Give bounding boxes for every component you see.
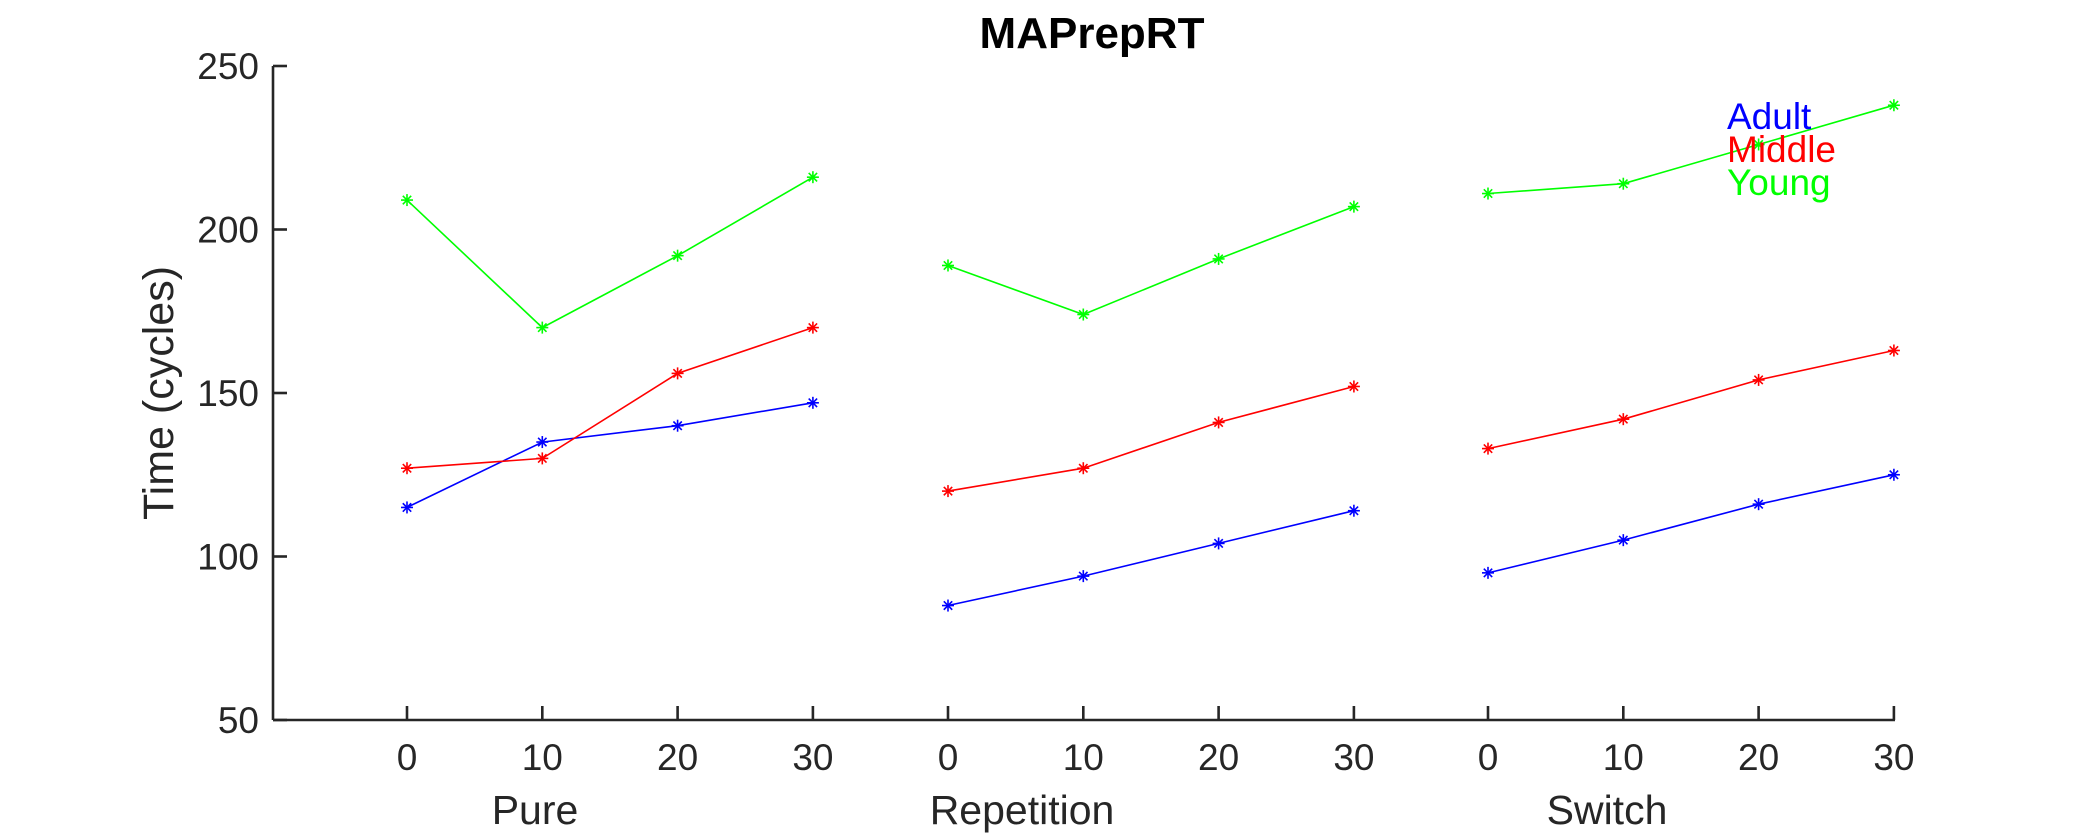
series-line: [947, 205, 1355, 316]
data-point: [401, 194, 413, 207]
series-line: [1487, 474, 1895, 574]
data-point: [671, 367, 684, 380]
x-tick-label: 20: [657, 737, 698, 778]
x-tick-label: 30: [792, 737, 833, 778]
series-line: [406, 176, 814, 329]
data-point: [1887, 99, 1900, 112]
legend-entry-middle: Middle: [1727, 129, 1836, 170]
series-line: [947, 385, 1355, 492]
data-point: [942, 485, 954, 498]
data-point: [942, 259, 954, 272]
data-point: [1212, 416, 1225, 429]
group-label: Switch: [1547, 787, 1668, 833]
x-tick-label: 30: [1873, 737, 1914, 778]
y-tick-label: 250: [197, 46, 259, 87]
data-point: [1347, 200, 1360, 213]
y-axis-title: Time (cycles): [135, 266, 183, 520]
series-line: [1487, 349, 1895, 450]
x-tick-label: 10: [522, 737, 563, 778]
data-point: [1212, 537, 1225, 550]
series-line: [1487, 104, 1895, 195]
x-tick-label: 30: [1333, 737, 1374, 778]
data-point: [536, 321, 549, 334]
data-point: [1077, 308, 1090, 321]
axes: 50 100 150 200 250 0 10 20 30 0 10 20 30 0 10 20 30 Pure R…: [197, 46, 1914, 833]
data-point: [1752, 138, 1765, 151]
data-point: [671, 419, 684, 432]
data-point: [806, 321, 819, 334]
series-young: [401, 99, 1900, 334]
data-point: [1077, 462, 1090, 475]
data-point: [1212, 252, 1225, 265]
group-label: Pure: [492, 787, 579, 833]
data-point: [1482, 187, 1494, 200]
data-point: [671, 249, 684, 262]
data-point: [536, 436, 549, 449]
data-point: [806, 396, 819, 409]
chart-title: MAPrepRT: [980, 9, 1205, 58]
data-point: [536, 452, 549, 465]
data-point: [1077, 570, 1090, 583]
series-layer: [401, 99, 1900, 612]
series-line: [406, 326, 814, 469]
y-tick-label: 200: [197, 210, 259, 251]
data-point: [401, 462, 413, 475]
y-tick-label: 100: [197, 537, 259, 578]
legend-entry-adult: Adult: [1727, 96, 1812, 137]
series-adult: [401, 396, 1900, 612]
data-point: [1752, 373, 1765, 386]
data-point: [1752, 498, 1765, 511]
x-tick-label: 0: [938, 737, 959, 778]
x-tick-label: 20: [1198, 737, 1239, 778]
data-point: [1347, 380, 1360, 393]
data-point: [1347, 504, 1360, 517]
y-tick-label: 50: [218, 700, 259, 741]
series-line: [406, 402, 814, 509]
data-point: [1887, 468, 1900, 481]
series-middle: [401, 321, 1900, 498]
data-point: [1482, 442, 1494, 455]
group-label: Repetition: [930, 787, 1115, 833]
x-tick-label: 10: [1063, 737, 1104, 778]
data-point: [806, 171, 819, 184]
x-tick-label: 10: [1603, 737, 1644, 778]
y-tick-label: 150: [197, 373, 259, 414]
data-point: [1617, 177, 1630, 190]
data-point: [401, 501, 413, 514]
data-point: [1482, 566, 1494, 579]
x-tick-label: 0: [1478, 737, 1499, 778]
x-tick-label: 0: [397, 737, 418, 778]
data-point: [1617, 413, 1630, 426]
data-point: [1617, 534, 1630, 547]
legend-entry-young: Young: [1727, 162, 1831, 203]
data-point: [942, 599, 954, 612]
x-tick-label: 20: [1738, 737, 1779, 778]
data-point: [1887, 344, 1900, 357]
series-line: [947, 509, 1355, 607]
